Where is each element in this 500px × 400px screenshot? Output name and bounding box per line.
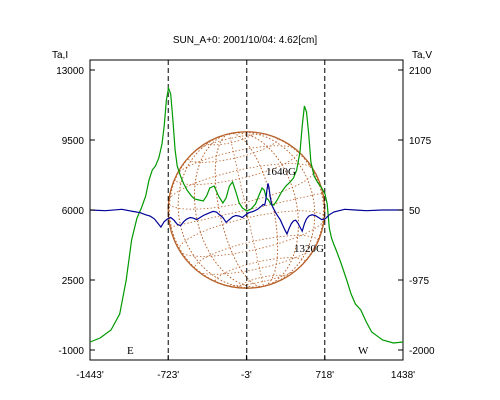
y-right-tick-label: 1075 xyxy=(409,136,432,147)
right-axis-label: Ta,V xyxy=(412,50,432,61)
series-group xyxy=(89,85,404,344)
latitude-line xyxy=(214,257,306,287)
y-left-tick-label: 13000 xyxy=(56,66,84,77)
latitude-line xyxy=(168,163,315,210)
y-right-tick-label: 2100 xyxy=(409,66,432,77)
longitude-line xyxy=(168,131,324,289)
stokes-i-series-line xyxy=(89,85,404,344)
west-limb-label: W xyxy=(358,345,369,357)
y-left-tick-label: 2500 xyxy=(62,276,85,287)
stokes-v-series-line xyxy=(89,183,403,236)
y-right-tick-label: -2000 xyxy=(409,346,435,357)
central-meridian-line xyxy=(228,133,264,287)
x-tick-label: 1438' xyxy=(391,370,415,381)
y-left-tick-label: 6000 xyxy=(62,206,85,217)
limb-markers-group xyxy=(167,60,326,360)
left-axis-label: Ta,I xyxy=(52,50,68,61)
y-left-tick-label: -1000 xyxy=(58,346,84,357)
x-tick-label: -723' xyxy=(157,370,179,381)
annotation-1640g: 1640G xyxy=(266,166,296,178)
x-tick-label: 718' xyxy=(315,370,334,381)
y-left-tick-label: 9500 xyxy=(62,136,85,147)
x-tick-label: -3' xyxy=(241,370,252,381)
latitude-line xyxy=(187,133,278,163)
latitude-line xyxy=(178,210,325,257)
annotation-1320g: 1320G xyxy=(294,243,324,255)
east-limb-label: E xyxy=(127,345,134,357)
tick-group: 13000 9500 6000 2500 -1000 2100 1075 50 -975 -200… xyxy=(56,66,435,381)
x-tick-label: -1443' xyxy=(76,370,104,381)
y-right-tick-label: 50 xyxy=(409,206,421,217)
y-right-tick-label: -975 xyxy=(409,276,429,287)
chart-title: SUN_A+0: 2001/10/04: 4.62[cm] xyxy=(173,35,317,46)
